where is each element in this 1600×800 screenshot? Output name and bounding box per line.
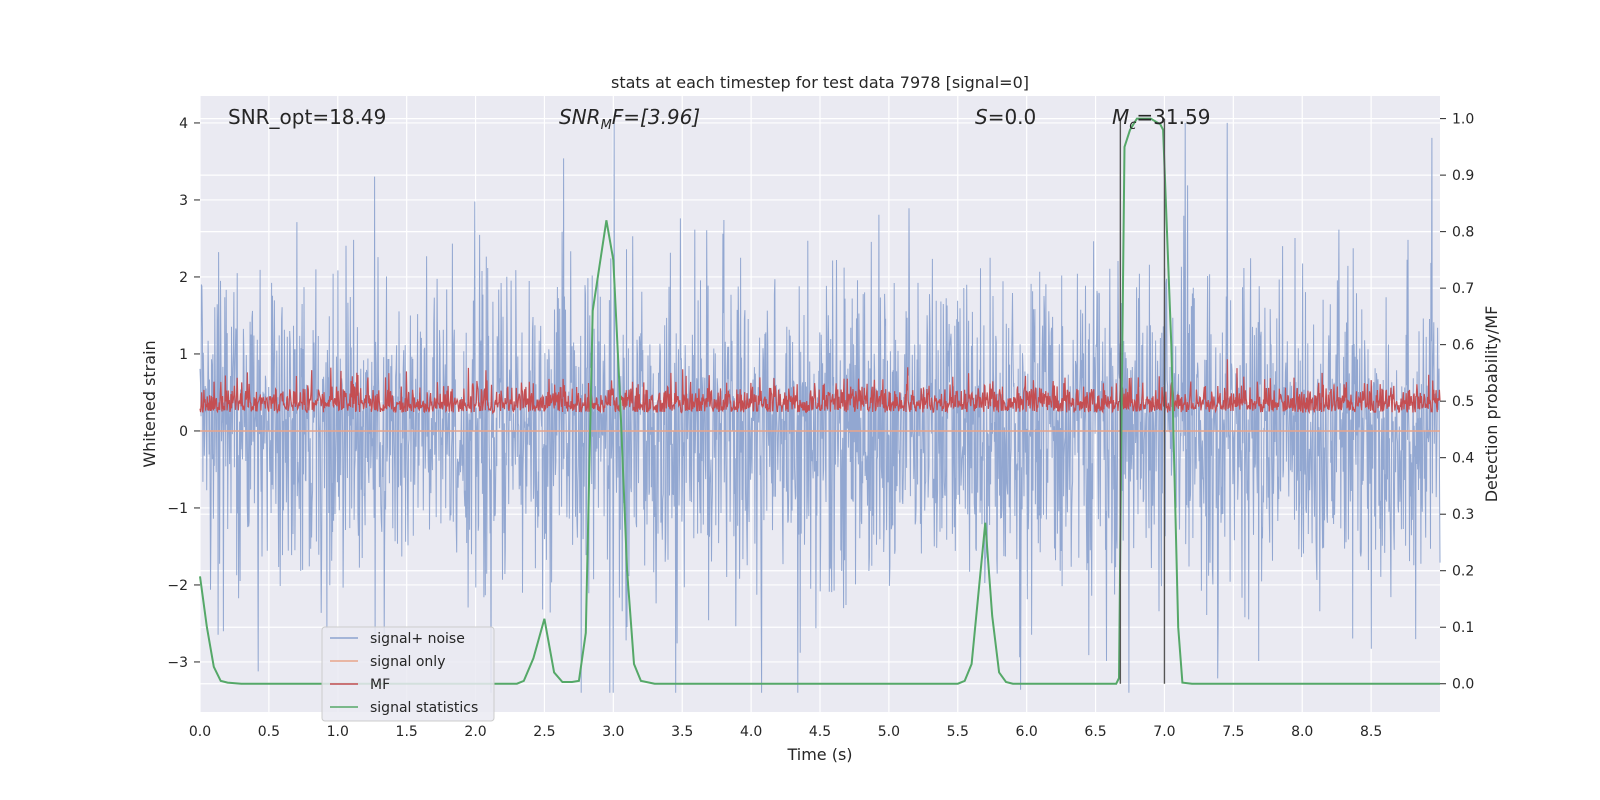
y-left-tick-5: −1 [167, 501, 188, 517]
y-left-tick-1: 3 [179, 193, 188, 209]
annotation-s-main: S [975, 105, 988, 129]
y-right-ticks: 1.0 0.9 0.8 0.7 0.6 0.5 0.4 0.3 0.2 0.1 0.0 [1440, 112, 1474, 693]
x-tick-1: 0.5 [258, 724, 280, 740]
y-left-tick-4: 0 [179, 424, 188, 440]
x-tick-3: 1.5 [396, 724, 418, 740]
x-tick-7: 3.5 [671, 724, 693, 740]
annotation-snr-mf: SNRMF=[3.96] [559, 105, 700, 133]
y-left-tick-0: 4 [179, 116, 188, 132]
x-tick-9: 4.5 [809, 724, 831, 740]
y-right-tick-8: 0.2 [1452, 564, 1474, 580]
mf-line [199, 359, 1441, 415]
y-left-tick-7: −3 [167, 655, 188, 671]
legend-label-mf: MF [370, 677, 390, 693]
x-tick-4: 2.0 [464, 724, 486, 740]
x-tick-12: 6.0 [1016, 724, 1038, 740]
x-tick-16: 8.0 [1291, 724, 1313, 740]
annotation-s-rest: =0.0 [988, 105, 1037, 129]
legend-label-signal-noise: signal+ noise [370, 631, 465, 647]
y-right-tick-10: 0.0 [1452, 677, 1474, 693]
annotation-mc-sub: c [1129, 118, 1136, 133]
annotation-mc: Mc=31.59 [1112, 105, 1210, 133]
x-tick-13: 6.5 [1084, 724, 1106, 740]
vertical-markers [1119, 118, 1166, 684]
x-tick-17: 8.5 [1360, 724, 1382, 740]
y-right-tick-0: 1.0 [1452, 112, 1474, 128]
y-left-tick-2: 2 [179, 270, 188, 286]
series-mf [199, 359, 1441, 415]
y-right-tick-7: 0.3 [1452, 507, 1474, 523]
y-right-tick-2: 0.8 [1452, 225, 1474, 241]
y-right-tick-5: 0.5 [1452, 394, 1474, 410]
chart-title: stats at each timestep for test data 797… [611, 73, 1029, 92]
annotation-mc-rest: =31.59 [1136, 105, 1210, 129]
legend-label-signal-statistics: signal statistics [370, 700, 478, 716]
x-tick-0: 0.0 [189, 724, 211, 740]
annotation-mc-main: M [1112, 105, 1129, 129]
y-left-tick-6: −2 [167, 578, 188, 594]
x-ticks: 0.0 0.5 1.0 1.5 2.0 2.5 3.0 3.5 4.0 4.5 5.0 5.5 6.0 6… [189, 724, 1382, 740]
y-right-axis-label: Detection probability/MF [1482, 306, 1501, 503]
y-right-tick-9: 0.1 [1452, 620, 1474, 636]
x-tick-8: 4.0 [740, 724, 762, 740]
annotation-snr-mf-rest: F=[3.96] [612, 105, 700, 129]
annotation-snr-opt: SNR_opt=18.49 [228, 105, 386, 129]
x-tick-2: 1.0 [327, 724, 349, 740]
x-tick-15: 7.5 [1222, 724, 1244, 740]
y-left-axis-label: Whitened strain [140, 340, 159, 467]
legend-box [321, 626, 495, 722]
legend-label-signal-only: signal only [370, 654, 445, 670]
annotation-snr-mf-sub: M [601, 118, 612, 133]
y-right-tick-6: 0.4 [1452, 451, 1474, 467]
x-tick-10: 5.0 [878, 724, 900, 740]
y-right-tick-1: 0.9 [1452, 168, 1474, 184]
annotation-s: S=0.0 [975, 105, 1036, 129]
x-tick-6: 3.0 [602, 724, 624, 740]
y-left-tick-3: 1 [179, 347, 188, 363]
legend: signal+ noise signal only MF signal stat… [321, 626, 495, 722]
y-right-tick-3: 0.7 [1452, 281, 1474, 297]
x-tick-14: 7.0 [1153, 724, 1175, 740]
y-left-ticks: 4 3 2 1 0 −1 −2 −3 [167, 116, 200, 671]
x-tick-11: 5.5 [947, 724, 969, 740]
x-tick-5: 2.5 [533, 724, 555, 740]
y-right-tick-4: 0.6 [1452, 338, 1474, 354]
x-axis-label: Time (s) [786, 745, 852, 764]
annotation-snr-mf-main: SNR [559, 105, 601, 129]
